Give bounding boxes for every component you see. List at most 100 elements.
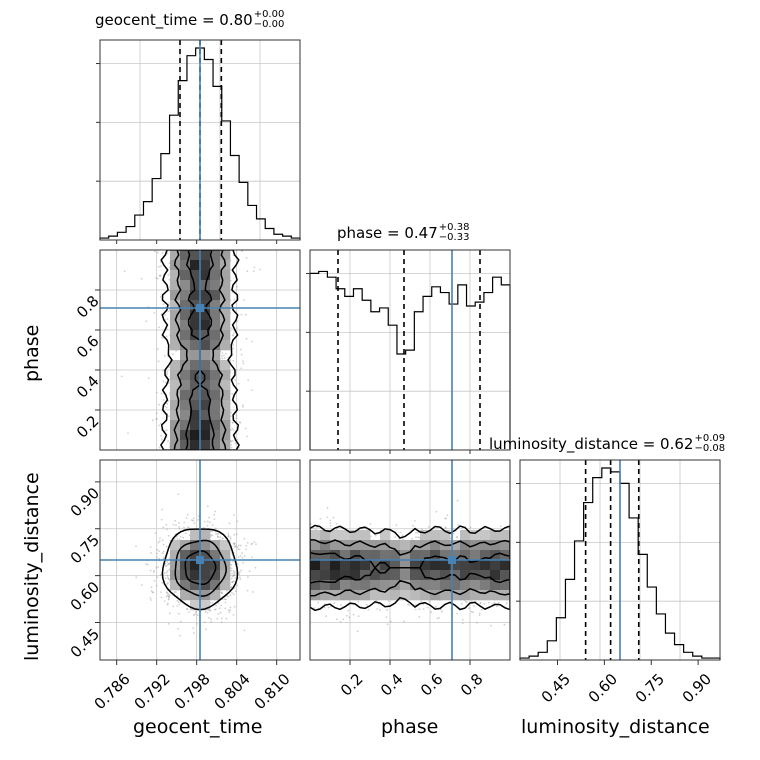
panel-geocent-time-vs-luminosity-distance-point [154, 532, 157, 534]
panel-geocent-time-vs-phase-cell [220, 420, 231, 431]
panel-geocent-time-vs-luminosity-distance-point [220, 621, 223, 624]
panel-geocent-time-vs-luminosity-distance-point [236, 546, 239, 549]
panel-geocent-time-vs-phase-cell [180, 260, 191, 271]
panel-geocent-time-vs-luminosity-distance-point [214, 510, 217, 513]
panel-geocent-time-vs-luminosity-distance-point [206, 505, 209, 508]
panel-geocent-time-vs-luminosity-distance-point [150, 552, 153, 554]
panel-phase-vs-luminosity-distance-point [325, 615, 327, 618]
panel-geocent-time-vs-luminosity-distance-cell [180, 590, 191, 601]
panel-geocent-time-vs-luminosity-distance-point [160, 596, 163, 599]
panel-geocent-time-vs-luminosity-distance-point [232, 593, 235, 596]
panel-geocent-time-vs-luminosity-distance-point [185, 517, 188, 519]
panel-geocent-time-vs-phase-point [232, 359, 235, 362]
panel-phase-vs-luminosity-distance-cell [320, 580, 331, 591]
panel-geocent-time-vs-luminosity-distance-point [230, 586, 233, 589]
panel-geocent-time-vs-luminosity-distance-point [167, 578, 170, 580]
panel-geocent-time-vs-luminosity-distance-point [227, 532, 230, 535]
panel-geocent-time-vs-luminosity-distance-point [221, 592, 224, 594]
panel-geocent-time-vs-luminosity-distance-point [175, 535, 178, 538]
panel-geocent-time-vs-luminosity-distance-point [232, 574, 235, 577]
panel-geocent-time-vs-phase-point [168, 304, 171, 306]
panel-geocent-time-vs-luminosity-distance-point [228, 522, 231, 525]
panel-geocent-time-vs-phase-cell [190, 440, 201, 450]
panel-phase-vs-luminosity-distance-cell [420, 530, 431, 541]
panel-phase-vs-luminosity-distance-point [374, 534, 377, 537]
panel-geocent-time-vs-luminosity-distance-contour-2 [184, 550, 217, 586]
panel-phase-vs-luminosity-distance-cell [500, 540, 510, 551]
panel-phase-vs-luminosity-distance-cell [450, 560, 461, 571]
panel-geocent-time-vs-phase-point [165, 429, 168, 432]
panel-geocent-time-vs-luminosity-distance-cell [180, 570, 191, 581]
panel-geocent-time-vs-phase-cell [200, 330, 211, 341]
panel-geocent-time-vs-luminosity-distance-point [213, 513, 216, 516]
panel-geocent-time-vs-luminosity-distance-point [192, 614, 195, 616]
panel-phase-vs-luminosity-distance-point [420, 600, 423, 602]
panel-geocent-time-vs-phase-cell [190, 390, 201, 401]
panel-geocent-time-vs-luminosity-distance-point [158, 540, 161, 542]
panel-geocent-time-vs-phase-cell [210, 340, 221, 351]
panel-geocent-time-vs-luminosity-distance-point [233, 543, 236, 546]
panel-geocent-time-vs-phase-point [246, 270, 249, 273]
panel-geocent-time-vs-phase-point [221, 355, 223, 357]
panel-phase-vs-luminosity-distance-cell [400, 550, 411, 561]
panel-phase-vs-luminosity-distance-point [403, 620, 405, 623]
panel-phase-vs-luminosity-distance-cell [460, 590, 471, 601]
panel-geocent-time-vs-luminosity-distance-point [149, 597, 152, 599]
panel-geocent-time-vs-phase-point [168, 415, 170, 418]
panel-geocent-time-vs-luminosity-distance-point [153, 579, 156, 582]
panel-geocent-time-vs-phase-point [160, 265, 162, 268]
panel-geocent-time-vs-phase-point [156, 277, 159, 280]
panel-geocent-time-vs-luminosity-distance-cell [210, 580, 221, 591]
panel-geocent-time-vs-phase-point [159, 274, 161, 277]
panel-phase-vs-luminosity-distance-cell [330, 580, 341, 591]
panel-geocent-time-vs-luminosity-distance-point [235, 533, 238, 536]
panel-phase-vs-luminosity-distance-cell [360, 590, 371, 601]
panel-phase-vs-luminosity-distance-point [379, 609, 381, 611]
panel-phase-vs-luminosity-distance-cell [370, 560, 381, 571]
panel-geocent-time-vs-luminosity-distance-point [235, 545, 238, 548]
panel-geocent-time-vs-phase-cell [220, 430, 231, 441]
panel-geocent-time-vs-phase-cell [180, 350, 191, 361]
panel-geocent-time-vs-luminosity-distance-point [184, 532, 187, 535]
panel-geocent-time-vs-luminosity-distance-point [192, 517, 195, 520]
panel-geocent-time-vs-luminosity-distance-point [236, 584, 239, 587]
panel-geocent-time-vs-luminosity-distance-cell [190, 570, 201, 581]
panel-geocent-time-vs-phase-point [159, 274, 162, 277]
panel-geocent-time-vs-luminosity-distance-point [167, 595, 170, 598]
panel-geocent-time-vs-phase-cell [190, 250, 201, 261]
panel-geocent-time-vs-phase-cell [180, 440, 191, 450]
panel-geocent-time-vs-luminosity-distance-point [237, 548, 240, 550]
panel-phase-vs-luminosity-distance-point [476, 621, 478, 624]
panel-geocent-time-vs-luminosity-distance-point [234, 542, 236, 545]
panel-geocent-time-vs-luminosity-distance-point [186, 608, 189, 611]
panel-geocent-time-vs-luminosity-distance-contour-1 [174, 539, 227, 597]
panel-phase-vs-luminosity-distance-point [435, 510, 438, 513]
panel-geocent-time-vs-luminosity-distance-point [243, 629, 246, 632]
panel-phase-vs-luminosity-distance-cell [320, 590, 331, 601]
panel-geocent-time-vs-luminosity-distance-point [208, 616, 210, 619]
panel-geocent-time-vs-luminosity-distance-point [155, 584, 158, 587]
panel-geocent-time-vs-phase-point [160, 392, 163, 395]
panel-phase-vs-luminosity-distance-point [398, 538, 400, 540]
panel-geocent-time-vs-phase-point [230, 444, 233, 446]
panel-geocent-time-vs-phase-cell [190, 270, 201, 281]
panel-phase-vs-luminosity-distance-point [446, 514, 449, 517]
panel-phase-vs-luminosity-distance-cell [390, 570, 401, 581]
panel-phase-vs-luminosity-distance-point [436, 617, 439, 620]
panel-geocent-time-vs-luminosity-distance-point [231, 581, 234, 584]
panel-geocent-time-vs-phase-cell [170, 420, 181, 431]
panel-geocent-time-vs-phase-point [244, 427, 247, 430]
panel-phase-vs-luminosity-distance-cell [400, 590, 411, 601]
panel-geocent-time-vs-phase-point [167, 310, 170, 313]
panel-geocent-time-vs-phase-cell [200, 420, 211, 431]
panel-geocent-time-vs-phase-contour-0 [160, 250, 240, 450]
panel-geocent-time-vs-luminosity-distance-point [214, 608, 217, 611]
panel-geocent-time-vs-luminosity-distance-point [246, 541, 249, 544]
panel-phase-vs-luminosity-distance-point [479, 602, 482, 604]
panel-geocent-time-vs-luminosity-distance-point [179, 535, 182, 538]
panel-geocent-time-vs-phase-cell [200, 360, 211, 371]
panel-geocent-time-vs-phase-point [221, 352, 224, 354]
panel-geocent-time-vs-luminosity-distance-point [225, 598, 227, 601]
panel-phase-vs-luminosity-distance-point [370, 535, 372, 538]
panel-phase-vs-luminosity-distance-point [357, 615, 360, 618]
